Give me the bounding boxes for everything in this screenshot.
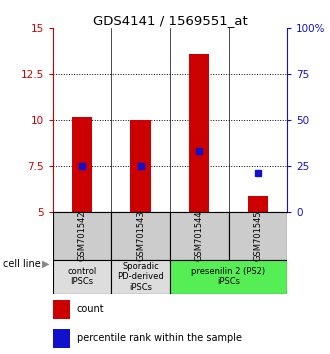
Title: GDS4141 / 1569551_at: GDS4141 / 1569551_at (93, 14, 247, 27)
Text: Sporadic
PD-derived
iPSCs: Sporadic PD-derived iPSCs (117, 262, 164, 292)
Bar (228, 212, 287, 259)
Bar (130, 120, 151, 212)
Text: count: count (77, 304, 104, 314)
Bar (53, 300, 70, 319)
Bar (112, 212, 170, 259)
Text: percentile rank within the sample: percentile rank within the sample (77, 333, 242, 343)
Text: cell line: cell line (3, 259, 41, 269)
Text: ▶: ▶ (42, 259, 49, 269)
Bar (112, 259, 170, 294)
Text: GSM701544: GSM701544 (195, 211, 204, 261)
Bar (53, 212, 112, 259)
Text: GSM701543: GSM701543 (136, 211, 145, 261)
Bar (189, 54, 210, 212)
Bar (248, 196, 268, 212)
Text: GSM701545: GSM701545 (253, 211, 262, 261)
Text: presenilin 2 (PS2)
iPSCs: presenilin 2 (PS2) iPSCs (191, 267, 266, 286)
Bar (53, 329, 70, 348)
Bar (72, 117, 92, 212)
Bar (170, 259, 287, 294)
Text: GSM701542: GSM701542 (78, 211, 86, 261)
Bar (170, 212, 229, 259)
Bar (53, 259, 112, 294)
Text: control
IPSCs: control IPSCs (67, 267, 97, 286)
